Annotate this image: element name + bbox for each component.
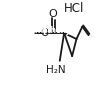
Text: methoxy: methoxy	[0, 28, 36, 37]
Text: HCl: HCl	[64, 2, 84, 15]
Text: methoxy: methoxy	[34, 26, 71, 35]
Text: methoxy: methoxy	[34, 26, 71, 35]
Text: H₂N: H₂N	[46, 65, 65, 75]
Text: O: O	[40, 28, 49, 38]
Text: O: O	[49, 9, 57, 19]
